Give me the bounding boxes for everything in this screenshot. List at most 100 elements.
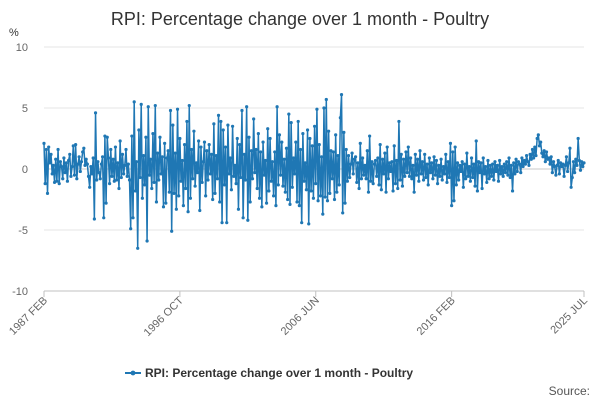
data-point[interactable] <box>167 190 171 194</box>
data-point[interactable] <box>514 157 518 161</box>
data-point[interactable] <box>394 158 399 163</box>
data-point[interactable] <box>160 155 164 159</box>
data-point[interactable] <box>194 161 198 165</box>
data-point[interactable] <box>387 161 392 165</box>
data-point[interactable] <box>181 204 185 208</box>
data-point[interactable] <box>182 143 187 147</box>
data-point[interactable] <box>56 147 60 152</box>
data-point[interactable] <box>256 132 260 136</box>
data-point[interactable] <box>54 157 58 161</box>
data-point[interactable] <box>337 183 341 187</box>
data-point[interactable] <box>168 108 173 113</box>
data-point[interactable] <box>74 143 78 147</box>
data-point[interactable] <box>322 106 326 110</box>
data-point[interactable] <box>379 188 383 192</box>
data-point[interactable] <box>430 161 434 165</box>
data-point[interactable] <box>127 178 132 182</box>
data-point[interactable] <box>219 119 223 124</box>
data-point[interactable] <box>325 199 330 203</box>
data-point[interactable] <box>264 201 269 205</box>
data-point[interactable] <box>493 160 497 164</box>
data-point[interactable] <box>274 204 278 208</box>
data-point[interactable] <box>399 152 403 156</box>
data-point[interactable] <box>421 178 426 182</box>
data-point[interactable] <box>498 158 502 163</box>
data-point[interactable] <box>432 155 436 159</box>
data-point[interactable] <box>539 140 543 144</box>
data-point[interactable] <box>150 186 154 191</box>
data-point[interactable] <box>143 183 147 187</box>
data-point[interactable] <box>307 222 311 226</box>
data-point[interactable] <box>413 152 417 156</box>
data-point[interactable] <box>332 197 337 202</box>
data-point[interactable] <box>174 207 178 211</box>
data-point[interactable] <box>334 133 338 137</box>
data-point[interactable] <box>494 169 498 174</box>
data-point[interactable] <box>372 162 376 166</box>
data-point[interactable] <box>377 183 381 187</box>
data-point[interactable] <box>62 156 66 160</box>
data-point[interactable] <box>221 128 225 132</box>
data-point[interactable] <box>464 177 468 181</box>
data-point[interactable] <box>435 182 440 186</box>
data-point[interactable] <box>357 186 361 191</box>
data-point[interactable] <box>512 161 516 165</box>
data-point[interactable] <box>263 158 267 163</box>
data-point[interactable] <box>491 162 495 166</box>
data-point[interactable] <box>165 156 169 160</box>
data-point[interactable] <box>85 162 89 166</box>
data-point[interactable] <box>216 113 221 117</box>
data-point[interactable] <box>115 178 119 182</box>
data-point[interactable] <box>207 143 211 147</box>
data-point[interactable] <box>218 200 222 204</box>
data-point[interactable] <box>273 150 277 154</box>
data-point[interactable] <box>480 186 484 191</box>
data-point[interactable] <box>457 178 461 182</box>
data-point[interactable] <box>288 202 292 206</box>
data-point[interactable] <box>426 183 430 187</box>
data-point[interactable] <box>474 139 478 143</box>
data-point[interactable] <box>156 151 160 155</box>
data-point[interactable] <box>64 161 68 165</box>
data-point[interactable] <box>298 147 303 152</box>
data-point[interactable] <box>506 173 510 177</box>
data-point[interactable] <box>47 145 51 149</box>
data-point[interactable] <box>390 160 394 164</box>
data-point[interactable] <box>549 155 553 159</box>
data-point[interactable] <box>361 156 365 160</box>
data-point[interactable] <box>475 189 480 193</box>
data-point[interactable] <box>133 189 137 193</box>
data-point[interactable] <box>148 157 153 161</box>
data-point[interactable] <box>100 155 105 159</box>
data-point[interactable] <box>67 158 71 163</box>
data-point[interactable] <box>461 185 465 189</box>
data-point[interactable] <box>320 155 324 159</box>
data-point[interactable] <box>178 136 182 141</box>
data-point[interactable] <box>315 107 319 111</box>
data-point[interactable] <box>193 184 197 188</box>
data-point[interactable] <box>255 186 259 191</box>
data-point[interactable] <box>526 160 530 164</box>
data-point[interactable] <box>534 153 538 158</box>
data-point[interactable] <box>236 207 241 211</box>
data-point[interactable] <box>106 156 111 160</box>
data-point[interactable] <box>525 153 529 158</box>
data-point[interactable] <box>343 201 347 205</box>
data-point[interactable] <box>212 122 216 126</box>
data-point[interactable] <box>554 173 558 177</box>
data-point[interactable] <box>197 139 201 143</box>
data-point[interactable] <box>434 158 439 163</box>
data-point[interactable] <box>473 184 477 188</box>
data-point[interactable] <box>268 136 272 141</box>
data-point[interactable] <box>567 161 571 165</box>
data-point[interactable] <box>305 128 310 132</box>
data-point[interactable] <box>48 161 52 165</box>
data-point[interactable] <box>351 172 355 176</box>
data-point[interactable] <box>407 174 412 178</box>
data-point[interactable] <box>503 171 508 175</box>
data-point[interactable] <box>327 129 331 133</box>
data-point[interactable] <box>365 149 369 153</box>
data-point[interactable] <box>240 108 244 113</box>
data-point[interactable] <box>548 162 552 166</box>
data-point[interactable] <box>310 144 314 148</box>
